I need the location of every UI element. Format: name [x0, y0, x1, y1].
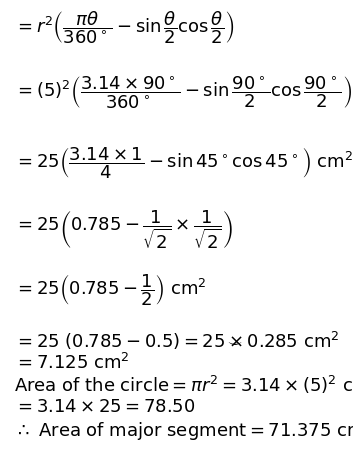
Text: $= 7.125 \text{ cm}^2$: $= 7.125 \text{ cm}^2$ — [14, 353, 130, 373]
Text: $= 25 \left( 0.785 - \dfrac{1}{2} \right) \text{ cm}^2$: $= 25 \left( 0.785 - \dfrac{1}{2} \right… — [14, 273, 207, 308]
Text: $\text{Area of the circle} = \pi r^2 = 3.14 \times (5)^2 \text{ cm}^2$: $\text{Area of the circle} = \pi r^2 = 3… — [14, 374, 353, 396]
Text: $= 25 \left( 0.785 - \dfrac{1}{\sqrt{2}} \times \dfrac{1}{\sqrt{2}} \right)$: $= 25 \left( 0.785 - \dfrac{1}{\sqrt{2}}… — [14, 208, 233, 251]
Text: $= 3.14 \times 25 = 78.50$: $= 3.14 \times 25 = 78.50$ — [14, 398, 195, 416]
Text: $= r^2 \left( \dfrac{\pi\theta}{360^\circ} - \sin \dfrac{\theta}{2} \cos \dfrac{: $= r^2 \left( \dfrac{\pi\theta}{360^\cir… — [14, 9, 234, 46]
Text: $= 25 \ (0.785 - 0.5) = 25 \times 0.285 \text{ cm}^2$: $= 25 \ (0.785 - 0.5) = 25 \times 0.285 … — [14, 330, 339, 352]
Text: $\smile$: $\smile$ — [225, 334, 243, 348]
Text: $\therefore \ \text{Area of major segment} = 71.375 \text{ cm}^2$: $\therefore \ \text{Area of major segmen… — [14, 419, 353, 443]
Text: $= (5)^2 \left( \dfrac{3.14 \times 90^\circ}{360^\circ} - \sin \dfrac{90^\circ}{: $= (5)^2 \left( \dfrac{3.14 \times 90^\c… — [14, 75, 352, 111]
Text: $= 25 \left( \dfrac{3.14 \times 1}{4} - \sin 45^\circ \cos 45^\circ \right) \tex: $= 25 \left( \dfrac{3.14 \times 1}{4} - … — [14, 145, 353, 181]
